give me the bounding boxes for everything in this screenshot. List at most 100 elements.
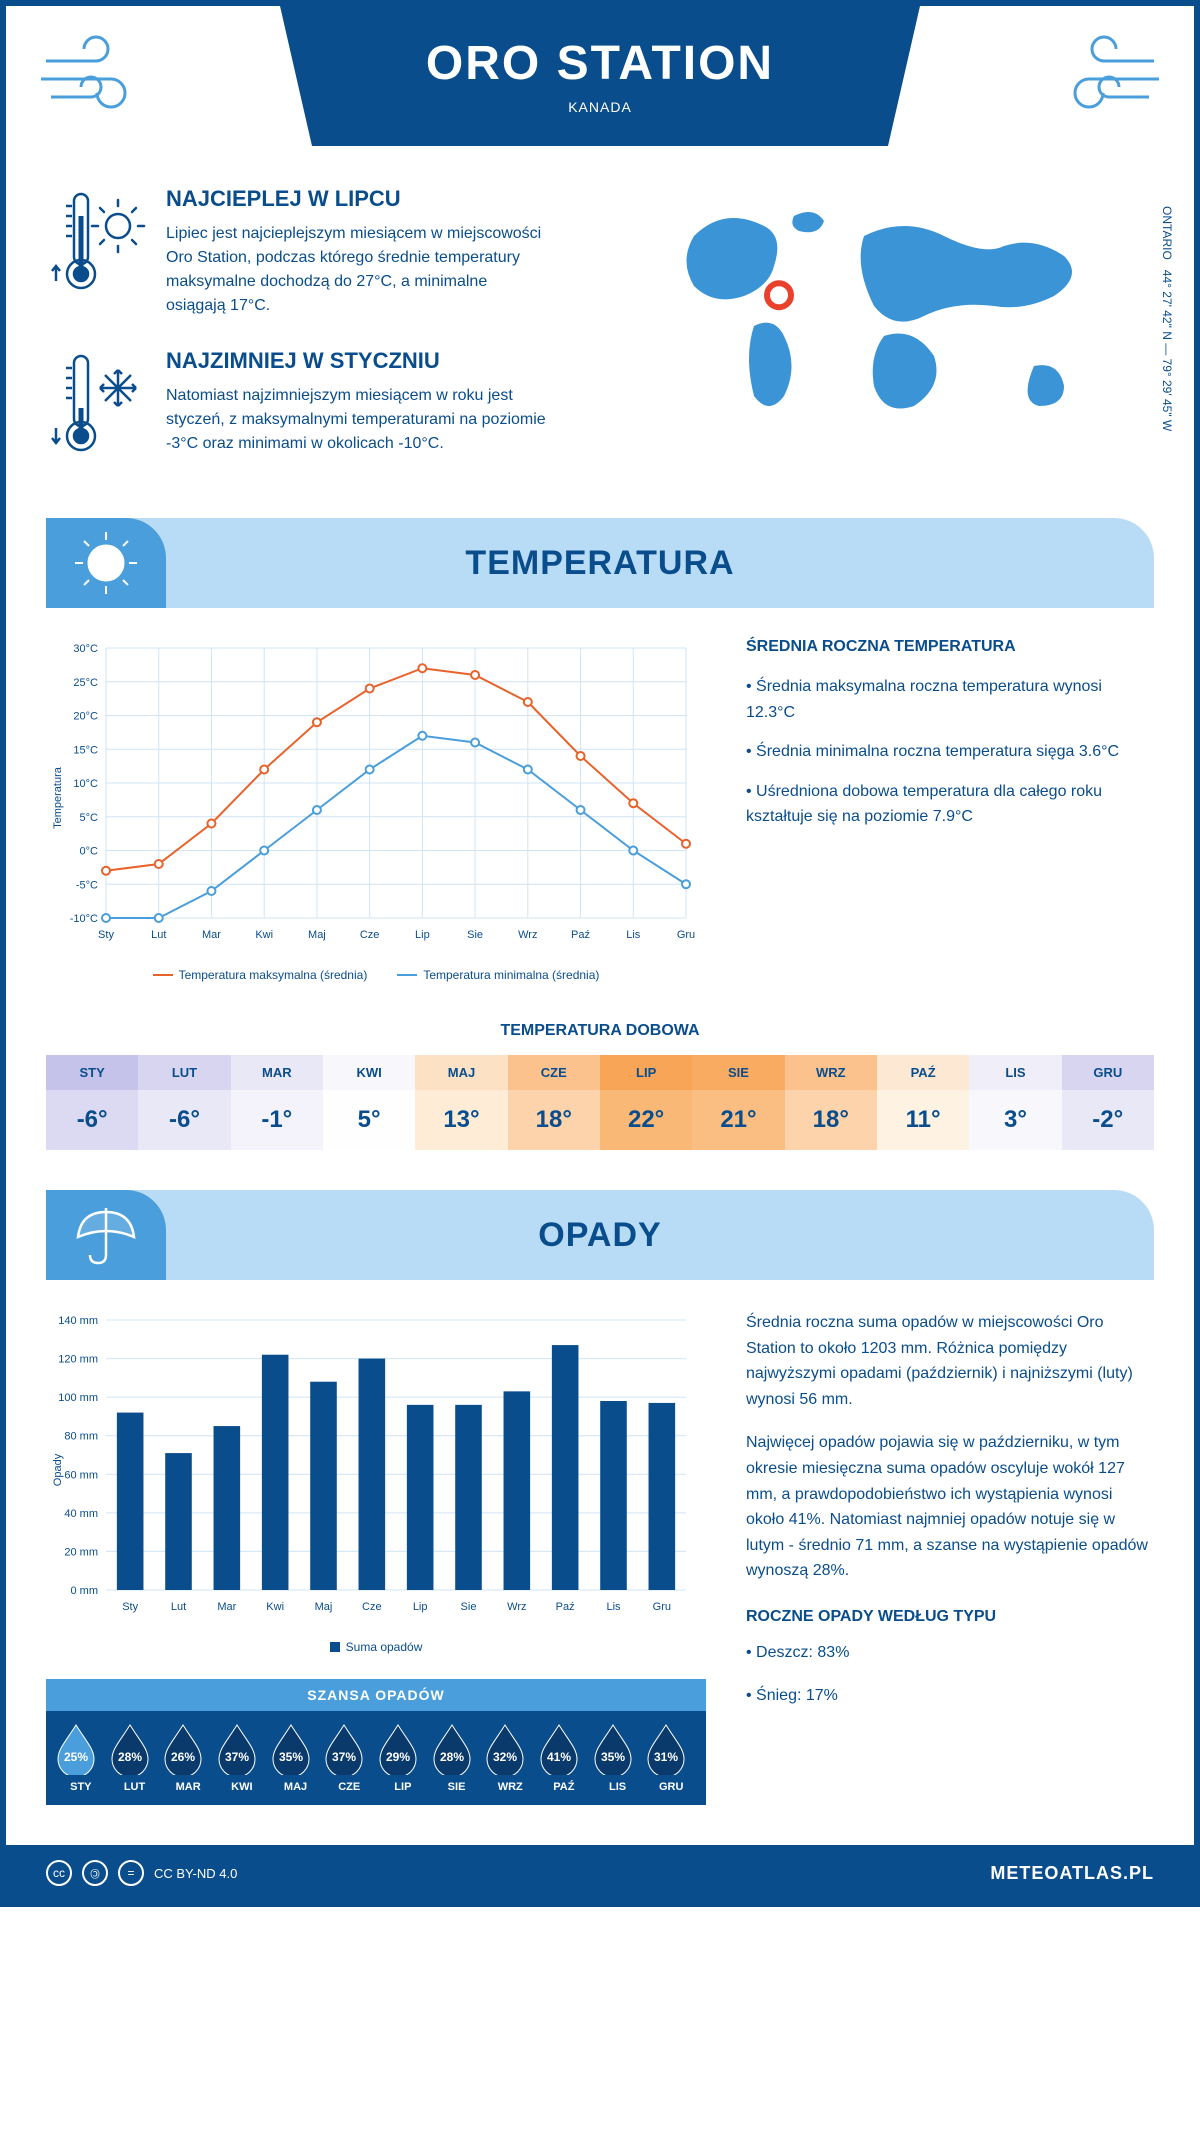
- precip-type-bullet: • Deszcz: 83%: [746, 1640, 1154, 1666]
- precip-chart-row: 0 mm20 mm40 mm60 mm80 mm100 mm120 mm140 …: [6, 1280, 1194, 1825]
- rain-chance-cell: 32% WRZ: [483, 1723, 537, 1793]
- rain-chance-cell: 31% GRU: [644, 1723, 698, 1793]
- rain-month-label: PAŹ: [537, 1781, 591, 1793]
- svg-text:37%: 37%: [332, 1750, 356, 1764]
- svg-text:Wrz: Wrz: [518, 929, 537, 941]
- svg-text:15°C: 15°C: [73, 744, 98, 756]
- rain-chance-cell: 37% KWI: [215, 1723, 269, 1793]
- svg-text:28%: 28%: [118, 1750, 142, 1764]
- legend-max: Temperatura maksymalna (średnia): [153, 968, 368, 982]
- coldest-block: NAJZIMNIEJ W STYCZNIU Natomiast najzimni…: [46, 348, 594, 458]
- month-value: 13°: [415, 1090, 507, 1150]
- rain-month-label: LIS: [591, 1781, 645, 1793]
- region-label: ONTARIO: [1160, 206, 1174, 260]
- month-header: GRU: [1062, 1055, 1154, 1090]
- footer-license: cc 🄯 = CC BY-ND 4.0: [46, 1860, 237, 1886]
- svg-text:100 mm: 100 mm: [58, 1392, 98, 1404]
- drop-icon: 41%: [537, 1723, 581, 1775]
- legend-precip: Suma opadów: [330, 1640, 423, 1654]
- svg-text:Opady: Opady: [52, 1453, 64, 1486]
- svg-text:0°C: 0°C: [80, 846, 99, 858]
- svg-text:Kwi: Kwi: [266, 1601, 284, 1613]
- svg-text:10°C: 10°C: [73, 778, 98, 790]
- rain-chance-cell: 35% LIS: [591, 1723, 645, 1793]
- svg-text:60 mm: 60 mm: [64, 1469, 98, 1481]
- rain-month-label: LIP: [376, 1781, 430, 1793]
- nd-icon: =: [118, 1860, 144, 1886]
- month-header: WRZ: [785, 1055, 877, 1090]
- rain-chance-cell: 28% SIE: [430, 1723, 484, 1793]
- daily-temp-title: TEMPERATURA DOBOWA: [6, 1022, 1194, 1040]
- svg-text:Gru: Gru: [653, 1601, 671, 1613]
- daily-temp-cell: GRU-2°: [1062, 1055, 1154, 1150]
- month-header: PAŹ: [877, 1055, 969, 1090]
- temp-bullet: • Uśredniona dobowa temperatura dla całe…: [746, 779, 1154, 830]
- rain-chance-title: SZANSA OPADÓW: [46, 1679, 706, 1711]
- thermometer-cold-icon: [46, 348, 146, 458]
- temperature-section-header: TEMPERATURA: [46, 518, 1154, 608]
- warmest-block: NAJCIEPLEJ W LIPCU Lipiec jest najcieple…: [46, 186, 594, 318]
- precip-text: Średnia roczna suma opadów w miejscowośc…: [746, 1310, 1154, 1805]
- svg-text:120 mm: 120 mm: [58, 1354, 98, 1366]
- month-header: LIS: [969, 1055, 1061, 1090]
- rain-chance-cell: 41% PAŹ: [537, 1723, 591, 1793]
- svg-text:40 mm: 40 mm: [64, 1508, 98, 1520]
- svg-text:28%: 28%: [440, 1750, 464, 1764]
- svg-text:Cze: Cze: [362, 1601, 382, 1613]
- precip-title: OPADY: [538, 1216, 661, 1255]
- svg-text:32%: 32%: [493, 1750, 517, 1764]
- svg-text:140 mm: 140 mm: [58, 1315, 98, 1327]
- daily-temp-cell: STY-6°: [46, 1055, 138, 1150]
- rain-month-label: STY: [54, 1781, 108, 1793]
- svg-text:-10°C: -10°C: [70, 913, 98, 925]
- rain-month-label: CZE: [322, 1781, 376, 1793]
- precip-legend: Suma opadów: [46, 1640, 706, 1654]
- rain-month-label: WRZ: [483, 1781, 537, 1793]
- daily-temp-cell: LIS3°: [969, 1055, 1061, 1150]
- temp-summary-heading: ŚREDNIA ROCZNA TEMPERATURA: [746, 638, 1154, 656]
- legend-min: Temperatura minimalna (średnia): [397, 968, 599, 982]
- intro-text-column: NAJCIEPLEJ W LIPCU Lipiec jest najcieple…: [46, 186, 594, 488]
- month-header: SIE: [692, 1055, 784, 1090]
- month-value: -6°: [46, 1090, 138, 1150]
- page: ORO STATION KANADA: [0, 0, 1200, 1907]
- svg-text:Sie: Sie: [467, 929, 483, 941]
- svg-text:25%: 25%: [64, 1750, 88, 1764]
- drop-icon: 35%: [591, 1723, 635, 1775]
- svg-text:Paź: Paź: [571, 929, 590, 941]
- svg-text:Maj: Maj: [308, 929, 326, 941]
- page-subtitle: KANADA: [280, 99, 920, 115]
- header: ORO STATION KANADA: [6, 6, 1194, 166]
- temperature-legend: Temperatura maksymalna (średnia) Tempera…: [46, 968, 706, 982]
- warmest-text: Lipiec jest najcieplejszym miesiącem w m…: [166, 222, 546, 318]
- svg-text:Sty: Sty: [122, 1601, 138, 1613]
- svg-text:-5°C: -5°C: [76, 879, 98, 891]
- svg-text:Mar: Mar: [217, 1601, 236, 1613]
- rain-chance-cell: 37% CZE: [322, 1723, 376, 1793]
- svg-text:Cze: Cze: [360, 929, 380, 941]
- month-value: -1°: [231, 1090, 323, 1150]
- drop-icon: 28%: [108, 1723, 152, 1775]
- svg-text:Maj: Maj: [315, 1601, 333, 1613]
- map-column: ONTARIO 44° 27' 42" N — 79° 29' 45" W: [634, 186, 1154, 488]
- drop-icon: 31%: [644, 1723, 688, 1775]
- svg-text:31%: 31%: [654, 1750, 678, 1764]
- world-map: [634, 186, 1134, 446]
- daily-temp-cell: KWI5°: [323, 1055, 415, 1150]
- month-header: KWI: [323, 1055, 415, 1090]
- drop-icon: 32%: [483, 1723, 527, 1775]
- svg-text:Temperatura: Temperatura: [52, 766, 64, 829]
- rain-month-label: KWI: [215, 1781, 269, 1793]
- drop-icon: 28%: [430, 1723, 474, 1775]
- month-value: -2°: [1062, 1090, 1154, 1150]
- svg-text:5°C: 5°C: [80, 812, 99, 824]
- rain-month-label: GRU: [644, 1781, 698, 1793]
- coldest-heading: NAJZIMNIEJ W STYCZNIU: [166, 348, 546, 374]
- thermometer-hot-icon: [46, 186, 146, 296]
- rain-chance-cell: 35% MAJ: [269, 1723, 323, 1793]
- drop-icon: 25%: [54, 1723, 98, 1775]
- intro-section: NAJCIEPLEJ W LIPCU Lipiec jest najcieple…: [6, 166, 1194, 518]
- sun-icon: [71, 528, 141, 598]
- license-text: CC BY-ND 4.0: [154, 1866, 237, 1881]
- month-value: 3°: [969, 1090, 1061, 1150]
